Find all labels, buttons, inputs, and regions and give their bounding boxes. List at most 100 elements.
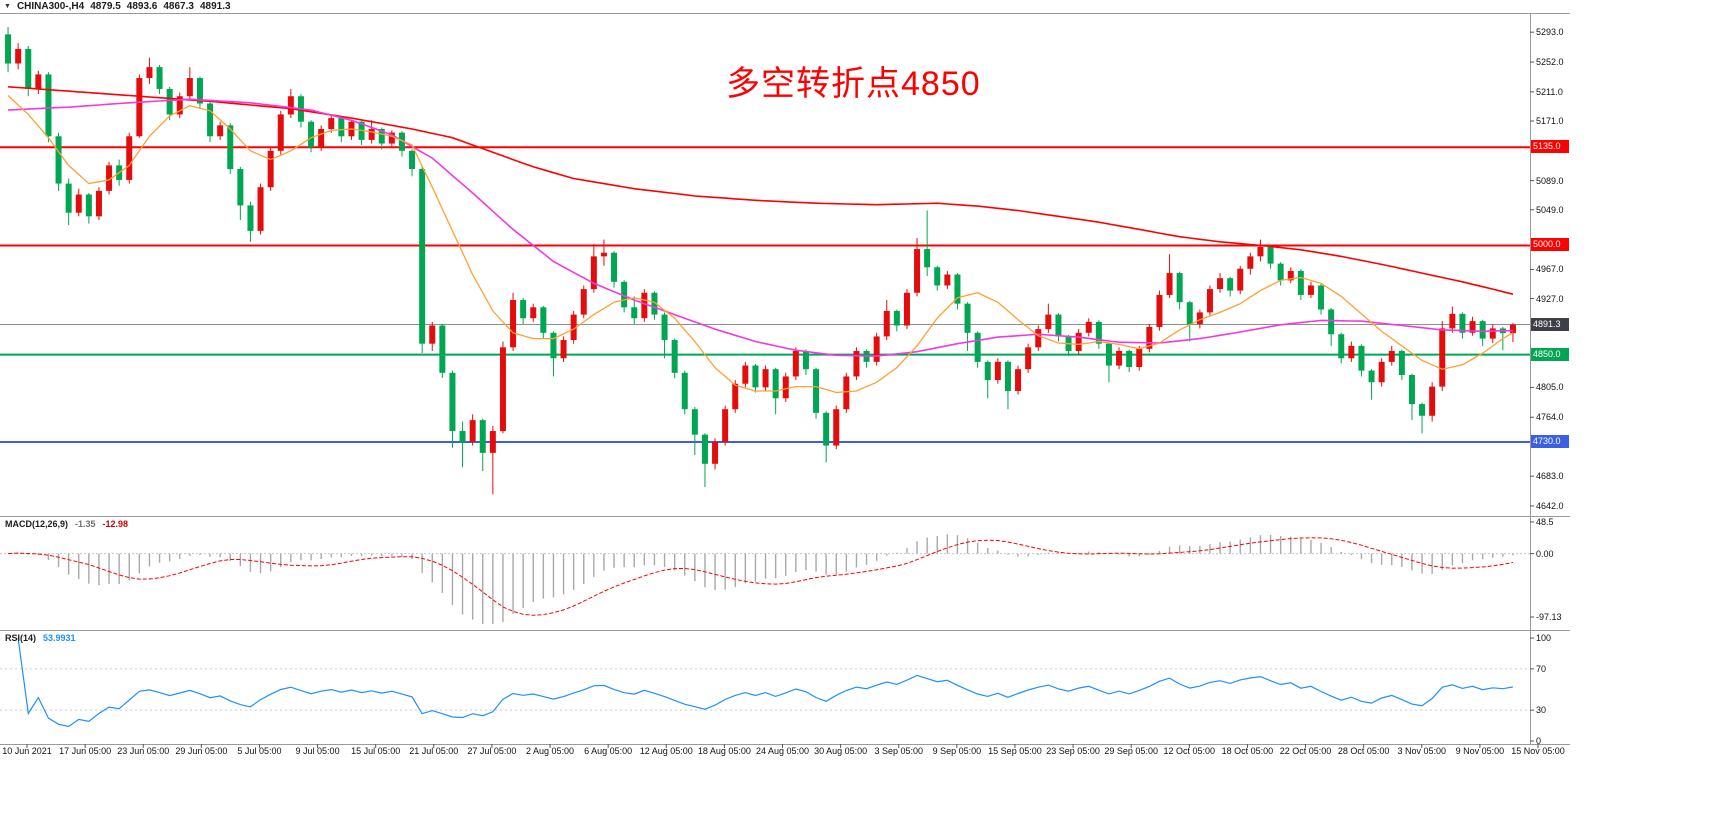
price-tick-label: 4805.0 bbox=[1536, 382, 1564, 393]
candle bbox=[287, 88, 294, 119]
candle bbox=[802, 349, 809, 375]
candle bbox=[1136, 345, 1143, 371]
time-axis-label: 2 Aug 05:00 bbox=[526, 746, 575, 756]
macd-histogram bbox=[17, 534, 1514, 624]
time-axis-label: 21 Jul 05:00 bbox=[409, 746, 459, 756]
candle bbox=[95, 187, 102, 220]
candle bbox=[540, 305, 547, 339]
time-axis-label: 15 Jul 05:00 bbox=[351, 746, 401, 756]
candle bbox=[560, 336, 567, 362]
current-price-badge: 4891.3 bbox=[1531, 317, 1569, 331]
candle bbox=[106, 161, 113, 195]
time-axis-label: 3 Sep 05:00 bbox=[874, 746, 923, 756]
candle bbox=[954, 273, 961, 310]
time-axis-label: 9 Nov 05:00 bbox=[1455, 746, 1505, 756]
ohlc-open-value: 4879.5 bbox=[90, 1, 121, 12]
candle bbox=[1166, 254, 1173, 298]
candle bbox=[449, 370, 456, 448]
candle bbox=[1045, 303, 1052, 333]
time-axis-label: 18 Aug 05:00 bbox=[697, 746, 751, 756]
candle bbox=[136, 74, 143, 138]
ohlc-low-value: 4867.3 bbox=[163, 1, 194, 12]
candle bbox=[308, 120, 315, 153]
candle bbox=[671, 338, 678, 378]
candle bbox=[35, 70, 42, 95]
price-tick-label: 4642.0 bbox=[1536, 500, 1564, 511]
time-axis-label: 9 Sep 05:00 bbox=[932, 746, 982, 756]
candle bbox=[45, 72, 52, 143]
time-axis-label: 29 Sep 05:00 bbox=[1104, 746, 1158, 756]
rsi-value: 53.9931 bbox=[43, 633, 76, 643]
candle bbox=[873, 332, 880, 366]
price-level-badge: 4730.0 bbox=[1531, 434, 1569, 448]
ohlc-close-value: 4891.3 bbox=[199, 1, 231, 12]
candle bbox=[1065, 334, 1072, 357]
time-axis-label: 6 Aug 05:00 bbox=[584, 746, 633, 756]
annotation-text: 多空转折点4850 bbox=[726, 65, 981, 103]
candle bbox=[853, 347, 860, 381]
time-axis-label: 27 Jul 05:00 bbox=[467, 746, 517, 756]
candle bbox=[1479, 319, 1486, 346]
candle bbox=[1095, 320, 1102, 349]
candle bbox=[257, 183, 264, 235]
candle bbox=[1408, 373, 1415, 421]
candle bbox=[15, 43, 22, 70]
candle bbox=[1338, 332, 1345, 364]
candle bbox=[65, 178, 72, 226]
time-axis-label: 30 Aug 05:00 bbox=[814, 746, 868, 756]
ma-slow-line bbox=[8, 86, 1514, 295]
price-tick-label: 5293.0 bbox=[1536, 27, 1564, 38]
rsi-name: RSI(14) bbox=[5, 633, 37, 643]
candle bbox=[1217, 273, 1224, 293]
candle bbox=[166, 86, 173, 121]
candle bbox=[1368, 369, 1375, 400]
candle bbox=[1055, 313, 1062, 342]
candle bbox=[1085, 318, 1092, 337]
candle bbox=[631, 296, 638, 325]
candle bbox=[530, 303, 537, 322]
candle bbox=[681, 370, 688, 415]
candle bbox=[1378, 358, 1385, 387]
candle bbox=[1287, 267, 1294, 284]
candle bbox=[762, 365, 769, 392]
time-axis-label: 23 Sep 05:00 bbox=[1046, 746, 1100, 756]
candle bbox=[1257, 239, 1264, 262]
time-axis-label: 12 Aug 05:00 bbox=[639, 746, 693, 756]
rsi-indicator-label: RSI(14) 53.9931 bbox=[5, 633, 76, 643]
candle bbox=[277, 110, 284, 155]
hlines-layer bbox=[0, 146, 1530, 443]
candle bbox=[742, 361, 749, 388]
candle bbox=[1459, 312, 1466, 339]
candle bbox=[1116, 347, 1123, 370]
candle bbox=[1004, 360, 1011, 410]
price-tick-label: 5049.0 bbox=[1536, 204, 1564, 215]
candle bbox=[156, 64, 163, 95]
rsi-axis-label: 70 bbox=[1536, 663, 1547, 674]
time-axis-label: 15 Nov 05:00 bbox=[1511, 746, 1565, 756]
macd-indicator-label: MACD(12,26,9) -1.35 -12.98 bbox=[5, 519, 128, 529]
candle bbox=[883, 300, 890, 341]
candle bbox=[641, 289, 648, 322]
candle bbox=[600, 239, 607, 266]
candle bbox=[1186, 300, 1193, 342]
candle bbox=[388, 130, 395, 148]
candle bbox=[227, 123, 234, 175]
candle bbox=[944, 270, 951, 290]
candle bbox=[479, 418, 486, 472]
time-axis-label: 23 Jun 05:00 bbox=[117, 746, 170, 756]
price-tick-label: 5089.0 bbox=[1536, 175, 1564, 186]
time-axis-label: 28 Oct 05:00 bbox=[1337, 746, 1390, 756]
candle bbox=[863, 349, 870, 368]
candle bbox=[1449, 306, 1456, 333]
candle bbox=[489, 425, 496, 495]
candle bbox=[1509, 322, 1516, 343]
candle bbox=[1469, 316, 1476, 336]
candle bbox=[85, 193, 92, 224]
candle bbox=[469, 414, 476, 446]
candle bbox=[419, 166, 426, 354]
candle bbox=[712, 438, 719, 470]
symbol-marker-icon[interactable]: ▼ bbox=[4, 3, 11, 10]
panel-frame bbox=[0, 14, 1570, 748]
